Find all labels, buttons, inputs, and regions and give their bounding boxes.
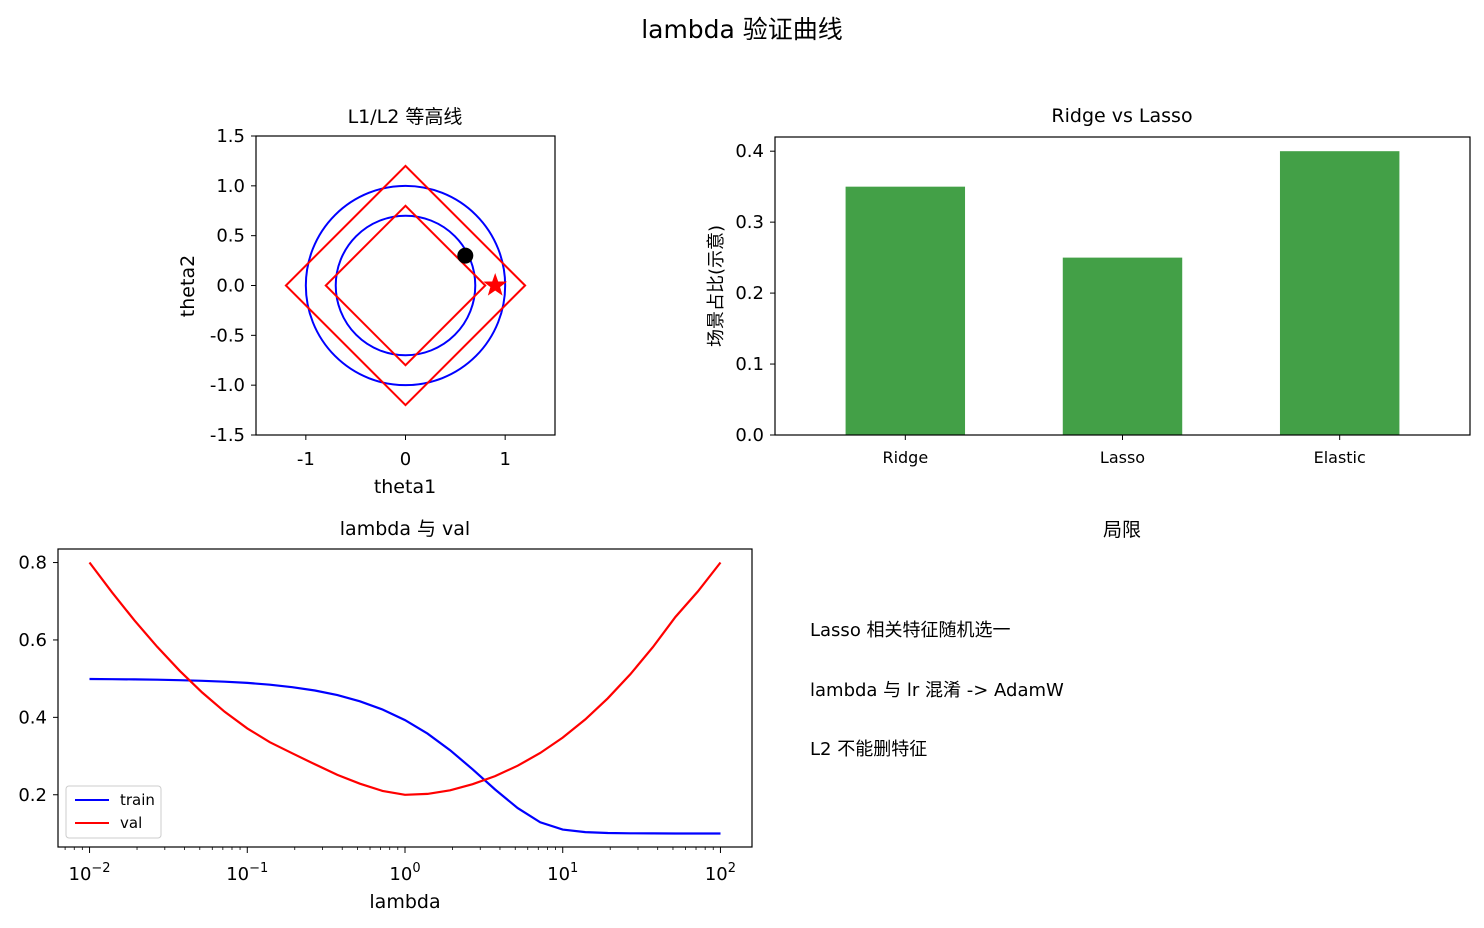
figure-title: lambda 验证曲线 bbox=[641, 15, 843, 44]
note-item-2: lambda 与 lr 混淆 -> AdamW bbox=[810, 679, 1064, 701]
lambda-legend: train val bbox=[65, 785, 162, 839]
l2-circle-2 bbox=[334, 214, 477, 357]
contour-axes-frame bbox=[255, 135, 556, 436]
lambda-xtick-base: 10 bbox=[226, 864, 249, 885]
series-train-line bbox=[89, 677, 721, 835]
notes-title: 局限 bbox=[1103, 519, 1141, 541]
lambda-panel: lambda 与 val 10−2 10−1 100 101 1020.20.40.60… bbox=[18, 518, 753, 913]
bar-ytick-label: 0.3 bbox=[735, 212, 764, 233]
series-val-line bbox=[88, 561, 722, 796]
bar-ridge bbox=[845, 186, 966, 435]
lambda-ytick-label: 0.6 bbox=[18, 630, 47, 651]
lambda-ytick-label: 0.8 bbox=[18, 553, 47, 574]
lambda-xtick-base: 10 bbox=[705, 864, 728, 885]
lambda-xtick-label: 101 bbox=[547, 861, 578, 885]
lambda-xtick-exponent: −2 bbox=[91, 861, 110, 876]
lambda-xtick-exponent: 2 bbox=[728, 861, 736, 876]
lambda-xtick-base: 10 bbox=[69, 864, 92, 885]
lambda-xtick-label: 10−2 bbox=[69, 861, 111, 885]
contour-ytick-label: 1.0 bbox=[216, 176, 245, 197]
lambda-xlabel: lambda bbox=[369, 891, 440, 913]
contour-ylabel: theta2 bbox=[177, 255, 199, 317]
lambda-axes-frame bbox=[57, 548, 753, 848]
contour-title: L1/L2 等高线 bbox=[348, 106, 463, 128]
contour-xtick-label: 1 bbox=[499, 449, 510, 470]
contour-xtick-label: -1 bbox=[297, 449, 315, 470]
bar-ytick-label: 0.1 bbox=[735, 354, 764, 375]
bar-ytick-label: 0.4 bbox=[735, 141, 764, 162]
contour-xtick-label: 0 bbox=[400, 449, 411, 470]
bar-xtick-label: Elastic bbox=[1314, 448, 1366, 467]
l2-circle-1 bbox=[304, 184, 507, 387]
lambda-xtick-label: 100 bbox=[389, 861, 420, 885]
bar-lasso bbox=[1062, 257, 1183, 435]
notes-list: Lasso 相关特征随机选一 lambda 与 lr 混淆 -> AdamW L… bbox=[810, 618, 1410, 797]
l1-diamond-2 bbox=[324, 204, 487, 367]
bar-ytick-label: 0.2 bbox=[735, 283, 764, 304]
lambda-xtick-label: 102 bbox=[705, 861, 736, 885]
contour-ytick-label: 0.5 bbox=[216, 226, 245, 247]
l1-diamond-1 bbox=[284, 164, 527, 407]
contour-xlabel: theta1 bbox=[374, 476, 436, 498]
bar-panel: Ridge vs Lasso Ridge Lasso Elastic 0.0 0.1 0.… bbox=[706, 105, 1471, 467]
lambda-xtick-label: 10−1 bbox=[226, 861, 268, 885]
lambda-xtick-exponent: −1 bbox=[249, 861, 268, 876]
bar-xtick-label: Lasso bbox=[1100, 448, 1145, 467]
lambda-ytick-label: 0.2 bbox=[18, 785, 47, 806]
contour-ytick-label: -1.5 bbox=[210, 425, 245, 446]
lambda-xtick-base: 10 bbox=[547, 864, 570, 885]
contour-panel: L1/L2 等高线 -1 0 1 -1.5 -1.0 -0.5 0.0 0.5 1.0 1.5 t… bbox=[177, 106, 556, 498]
lambda-xtick-exponent: 1 bbox=[570, 861, 578, 876]
lambda-ytick-label: 0.4 bbox=[18, 707, 47, 728]
legend-train-label: train bbox=[120, 791, 155, 809]
contour-ytick-label: -0.5 bbox=[210, 325, 245, 346]
contour-ytick-label: 1.5 bbox=[216, 126, 245, 147]
bar-ytick-label: 0.0 bbox=[735, 425, 764, 446]
contour-ytick-label: -1.0 bbox=[210, 375, 245, 396]
star-marker bbox=[483, 272, 508, 296]
bar-title: Ridge vs Lasso bbox=[1051, 105, 1192, 127]
contour-ytick-label: 0.0 bbox=[216, 276, 245, 297]
legend-val-label: val bbox=[120, 814, 142, 832]
lambda-xtick-base: 10 bbox=[389, 864, 412, 885]
lambda-title: lambda 与 val bbox=[340, 518, 470, 540]
bar-elastic bbox=[1279, 151, 1400, 435]
bar-xtick-label: Ridge bbox=[882, 448, 928, 467]
lambda-xtick-exponent: 0 bbox=[412, 861, 420, 876]
bar-axes-frame bbox=[774, 136, 1471, 436]
bar-ylabel: 场景占比(示意) bbox=[706, 225, 727, 347]
note-item-1: Lasso 相关特征随机选一 bbox=[810, 620, 1011, 641]
note-item-3: L2 不能删特征 bbox=[810, 739, 928, 760]
dot-marker bbox=[457, 247, 474, 264]
